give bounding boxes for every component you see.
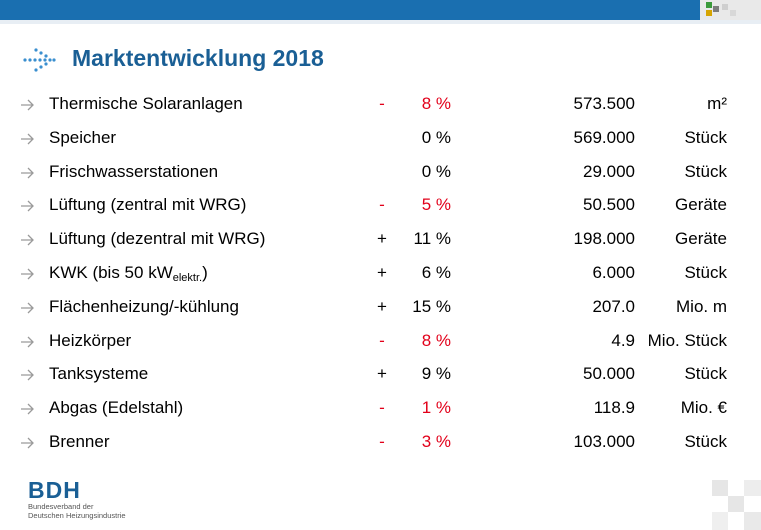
row-label: Speicher — [49, 127, 117, 147]
bullet-arrow-icon — [21, 336, 34, 348]
row-label: Lüftung (dezentral mit WRG) — [49, 229, 266, 249]
row-sign: - — [379, 330, 385, 350]
row-value: 50.000 — [583, 364, 635, 384]
bdh-logo: BDH Bundesverband der Deutschen Heizungs… — [28, 478, 126, 520]
row-unit: Geräte — [675, 229, 727, 249]
table-row: Frischwasserstationen 0 % 29.000 Stück — [0, 161, 761, 191]
row-percent: 8 % — [421, 330, 451, 350]
row-percent: 15 % — [412, 296, 451, 316]
table-row: Flächenheizung/-kühlung +15 % 207.0 Mio. m — [0, 296, 761, 326]
row-value: 207.0 — [592, 296, 635, 316]
bullet-arrow-icon — [21, 369, 34, 381]
row-value: 198.000 — [573, 229, 635, 249]
table-row: Thermische Solaranlagen - 8 % 573.500 m² — [0, 93, 761, 123]
row-sign: + — [377, 364, 387, 384]
row-value: 50.500 — [583, 195, 635, 215]
table-row: Brenner - 3 % 103.000 Stück — [0, 431, 761, 461]
row-sign: - — [379, 398, 385, 418]
logo-name: BDH — [28, 477, 81, 503]
row-label: Frischwasserstationen — [49, 161, 219, 181]
header-corner-decoration — [700, 0, 761, 20]
row-label: Thermische Solaranlagen — [49, 94, 243, 113]
table-row: Heizkörper - 8 % 4.9 Mio. Stück — [0, 330, 761, 360]
header-bar — [0, 0, 700, 20]
row-sign: + — [377, 229, 387, 249]
table-row: KWK (bis 50 kWelektr.) +6 % 6.000 Stück — [0, 262, 761, 292]
page-title: Marktentwicklung 2018 — [72, 45, 324, 71]
row-percent: 9 % — [421, 364, 451, 384]
bullet-arrow-icon — [21, 403, 34, 415]
row-percent: 1 % — [421, 398, 451, 418]
row-unit: Mio. Stück — [647, 330, 727, 350]
table-row: Abgas (Edelstahl) - 1 % 118.9 Mio. € — [0, 397, 761, 427]
table-row: Lüftung (zentral mit WRG) - 5 % 50.500 Gerät… — [0, 194, 761, 224]
row-label: Lüftung (zentral mit WRG) — [49, 195, 247, 215]
row-unit: Stück — [684, 263, 727, 282]
logo-subtitle-line2: Deutschen Heizungsindustrie — [28, 511, 126, 520]
bullet-arrow-icon — [21, 133, 34, 145]
row-unit: m² — [707, 94, 727, 113]
row-label: Flächenheizung/-kühlung — [49, 296, 239, 316]
row-unit: Mio. m — [676, 296, 727, 316]
row-unit: Mio. € — [680, 398, 727, 418]
row-value: 573.500 — [573, 94, 635, 113]
row-label: Abgas (Edelstahl) — [49, 398, 184, 418]
row-percent: 0 % — [421, 127, 451, 147]
row-value: 6.000 — [592, 263, 635, 282]
header-strip — [0, 20, 761, 24]
row-sign: - — [379, 195, 385, 215]
row-percent: 5 % — [421, 195, 451, 215]
row-label: Tanksysteme — [49, 364, 149, 384]
row-value: 4.9 — [611, 330, 635, 350]
row-unit: Stück — [684, 364, 727, 384]
table-row: Tanksysteme +9 % 50.000 Stück — [0, 363, 761, 393]
bullet-arrow-icon — [21, 268, 34, 280]
row-value: 569.000 — [573, 127, 635, 147]
bullet-arrow-icon — [21, 167, 34, 179]
row-label: Brenner — [49, 432, 110, 451]
row-sign: + — [377, 263, 387, 282]
row-percent: 6 % — [421, 263, 451, 282]
row-percent: 8 % — [421, 94, 451, 113]
row-label: KWK (bis 50 kWelektr.) — [49, 263, 208, 284]
bullet-arrow-icon — [21, 99, 34, 111]
table-row: Lüftung (dezentral mit WRG) +11 % 198.000 G… — [0, 228, 761, 258]
row-unit: Stück — [684, 161, 727, 181]
bullet-arrow-icon — [21, 437, 34, 449]
row-label: Heizkörper — [49, 330, 132, 350]
logo-subtitle-line1: Bundesverband der — [28, 502, 94, 511]
row-sign: + — [377, 296, 387, 316]
row-value: 118.9 — [593, 398, 635, 418]
bullet-arrow-icon — [21, 302, 34, 314]
row-unit: Stück — [684, 432, 727, 451]
row-percent: 3 % — [421, 432, 451, 451]
row-percent: 11 % — [413, 229, 452, 249]
row-unit: Stück — [684, 127, 727, 147]
row-value: 103.000 — [573, 432, 635, 451]
bullet-arrow-icon — [21, 200, 34, 212]
table-row: Speicher 0 % 569.000 Stück — [0, 127, 761, 157]
row-unit: Geräte — [675, 195, 727, 215]
corner-decoration — [712, 480, 761, 530]
row-sign: - — [379, 94, 385, 113]
title-dot-arrow-icon — [23, 48, 56, 72]
row-percent: 0 % — [421, 161, 451, 181]
row-value: 29.000 — [583, 161, 635, 181]
row-sign: - — [379, 432, 385, 451]
bullet-arrow-icon — [21, 234, 34, 246]
